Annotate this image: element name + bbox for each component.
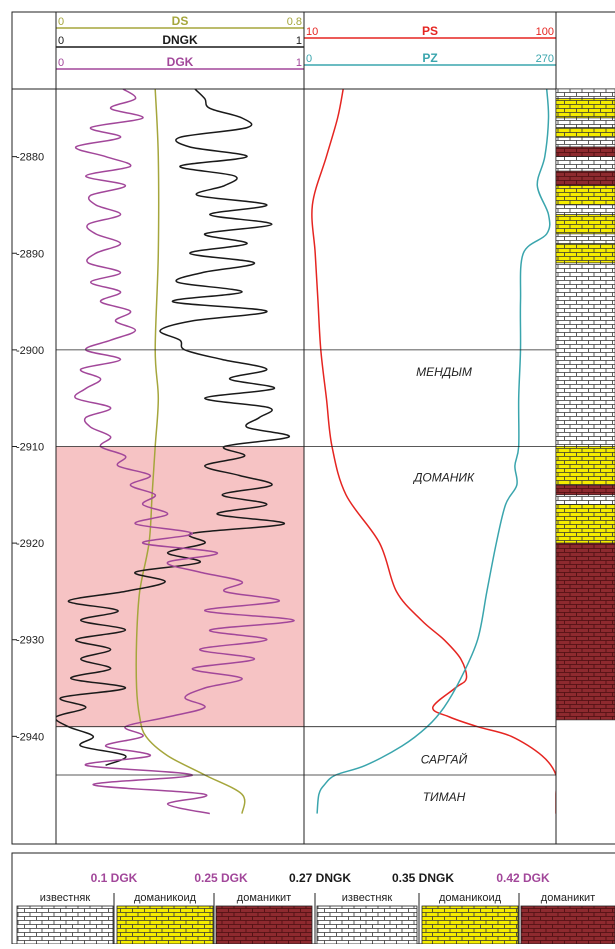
curve-name-ds: DS <box>172 14 189 28</box>
depth-tick-label: -2930 <box>16 635 44 647</box>
curve-name-dgk: DGK <box>167 55 194 69</box>
chart-frame <box>11 11 615 845</box>
depth-tick-label: -2880 <box>16 152 44 164</box>
lithology-bed-domanikoid <box>555 504 615 544</box>
lithology-bed-limestone <box>555 117 615 128</box>
depth-tick-label: -2910 <box>16 441 44 453</box>
scale-max-dgk: 1 <box>296 57 302 69</box>
legend-boundary-label: 0.25 DGK <box>194 871 248 885</box>
curve-name-pz: PZ <box>422 51 437 65</box>
curve-pz <box>316 89 551 814</box>
legend-boundary-label: 0.1 DGK <box>91 871 138 885</box>
legend-item-name: доманикоид <box>439 892 502 904</box>
legend-boundary-label: 0.27 DNGK <box>289 871 351 885</box>
lithology-bed-domanikit <box>555 484 615 496</box>
scale-max-ds: 0.8 <box>287 16 302 28</box>
lithology-bed-domanikoid <box>555 185 615 206</box>
depth-tick-label: -2890 <box>16 248 44 260</box>
depth-axis: -2880 -2890 -2900 -2910 -2920 -2930 -2940 <box>12 152 44 743</box>
lithology-bed-domanikoid <box>555 214 615 235</box>
legend-swatch-limestone <box>316 905 418 945</box>
legend-swatch-domanikoid <box>116 905 214 945</box>
depth-tick-label: -2940 <box>16 731 44 743</box>
lithology-bed-domanikit <box>555 170 615 186</box>
legend-boundary-label: 0.42 DGK <box>496 871 550 885</box>
lithology-bed-domanikit <box>555 542 615 721</box>
lithology-bed-domanikit <box>555 146 615 157</box>
scale-min-pz: 0 <box>306 53 312 65</box>
formation-label: САРГАЙ <box>421 751 468 767</box>
curve-dngk <box>56 89 290 766</box>
legend-swatch-domanikoid <box>421 905 519 945</box>
legend-item-name: доманикит <box>237 892 291 904</box>
scale-min-dngk: 0 <box>58 35 64 47</box>
formation-labels: МЕНДЫМ ДОМАНИК САРГАЙ ТИМАН <box>412 365 475 804</box>
log-curves <box>56 89 556 815</box>
legend-swatch-domanikit <box>520 905 615 945</box>
lithology-bed-limestone <box>555 494 615 505</box>
curve-dgk <box>74 89 295 815</box>
scale-min-ds: 0 <box>58 16 64 28</box>
legend-item-name: доманикит <box>541 892 595 904</box>
lithology-bed-limestone <box>555 204 615 215</box>
formation-label: ТИМАН <box>423 790 466 804</box>
lithology-column <box>555 88 615 721</box>
formation-zones <box>56 446 304 727</box>
curve-ps <box>311 89 556 814</box>
lithology-bed-limestone <box>555 233 615 244</box>
scale-min-dgk: 0 <box>58 57 64 69</box>
lithology-bed-limestone <box>555 262 615 447</box>
legend-swatch-limestone <box>16 905 114 945</box>
legend-boundary-label: 0.35 DNGK <box>392 871 454 885</box>
scale-max-ps: 100 <box>536 26 554 38</box>
formation-label: МЕНДЫМ <box>416 365 472 379</box>
depth-tick-label: -2920 <box>16 538 44 550</box>
lithology-bed-domanikoid <box>555 127 615 138</box>
curve-name-dngk: DNGK <box>162 33 198 47</box>
lithology-bed-limestone <box>555 88 615 99</box>
lithology-bed-domanikoid <box>555 98 615 119</box>
lithology-bed-domanikoid <box>555 446 615 486</box>
legend-item-name: известняк <box>40 892 91 904</box>
formation-label: ДОМАНИК <box>412 470 475 484</box>
lithology-bed-domanikoid <box>555 243 615 264</box>
legend-item-name: доманикоид <box>134 892 197 904</box>
lithology-bed-limestone <box>555 156 615 172</box>
scale-max-pz: 270 <box>536 53 554 65</box>
scale-min-ps: 10 <box>306 26 318 38</box>
outer-frame <box>11 11 615 845</box>
legend-item-name: известняк <box>342 892 393 904</box>
curve-name-ps: PS <box>422 24 438 38</box>
scale-max-dngk: 1 <box>296 35 302 47</box>
lithology-bed-limestone <box>555 137 615 148</box>
domanik-zone-shading <box>56 446 304 727</box>
legend-swatch-domanikit <box>215 905 313 945</box>
depth-tick-label: -2900 <box>16 345 44 357</box>
curve-ds <box>135 89 246 814</box>
lithology-legend: 0.1 DGK 0.25 DGK 0.27 DNGK 0.35 DNGK 0.42 DG… <box>11 852 615 945</box>
